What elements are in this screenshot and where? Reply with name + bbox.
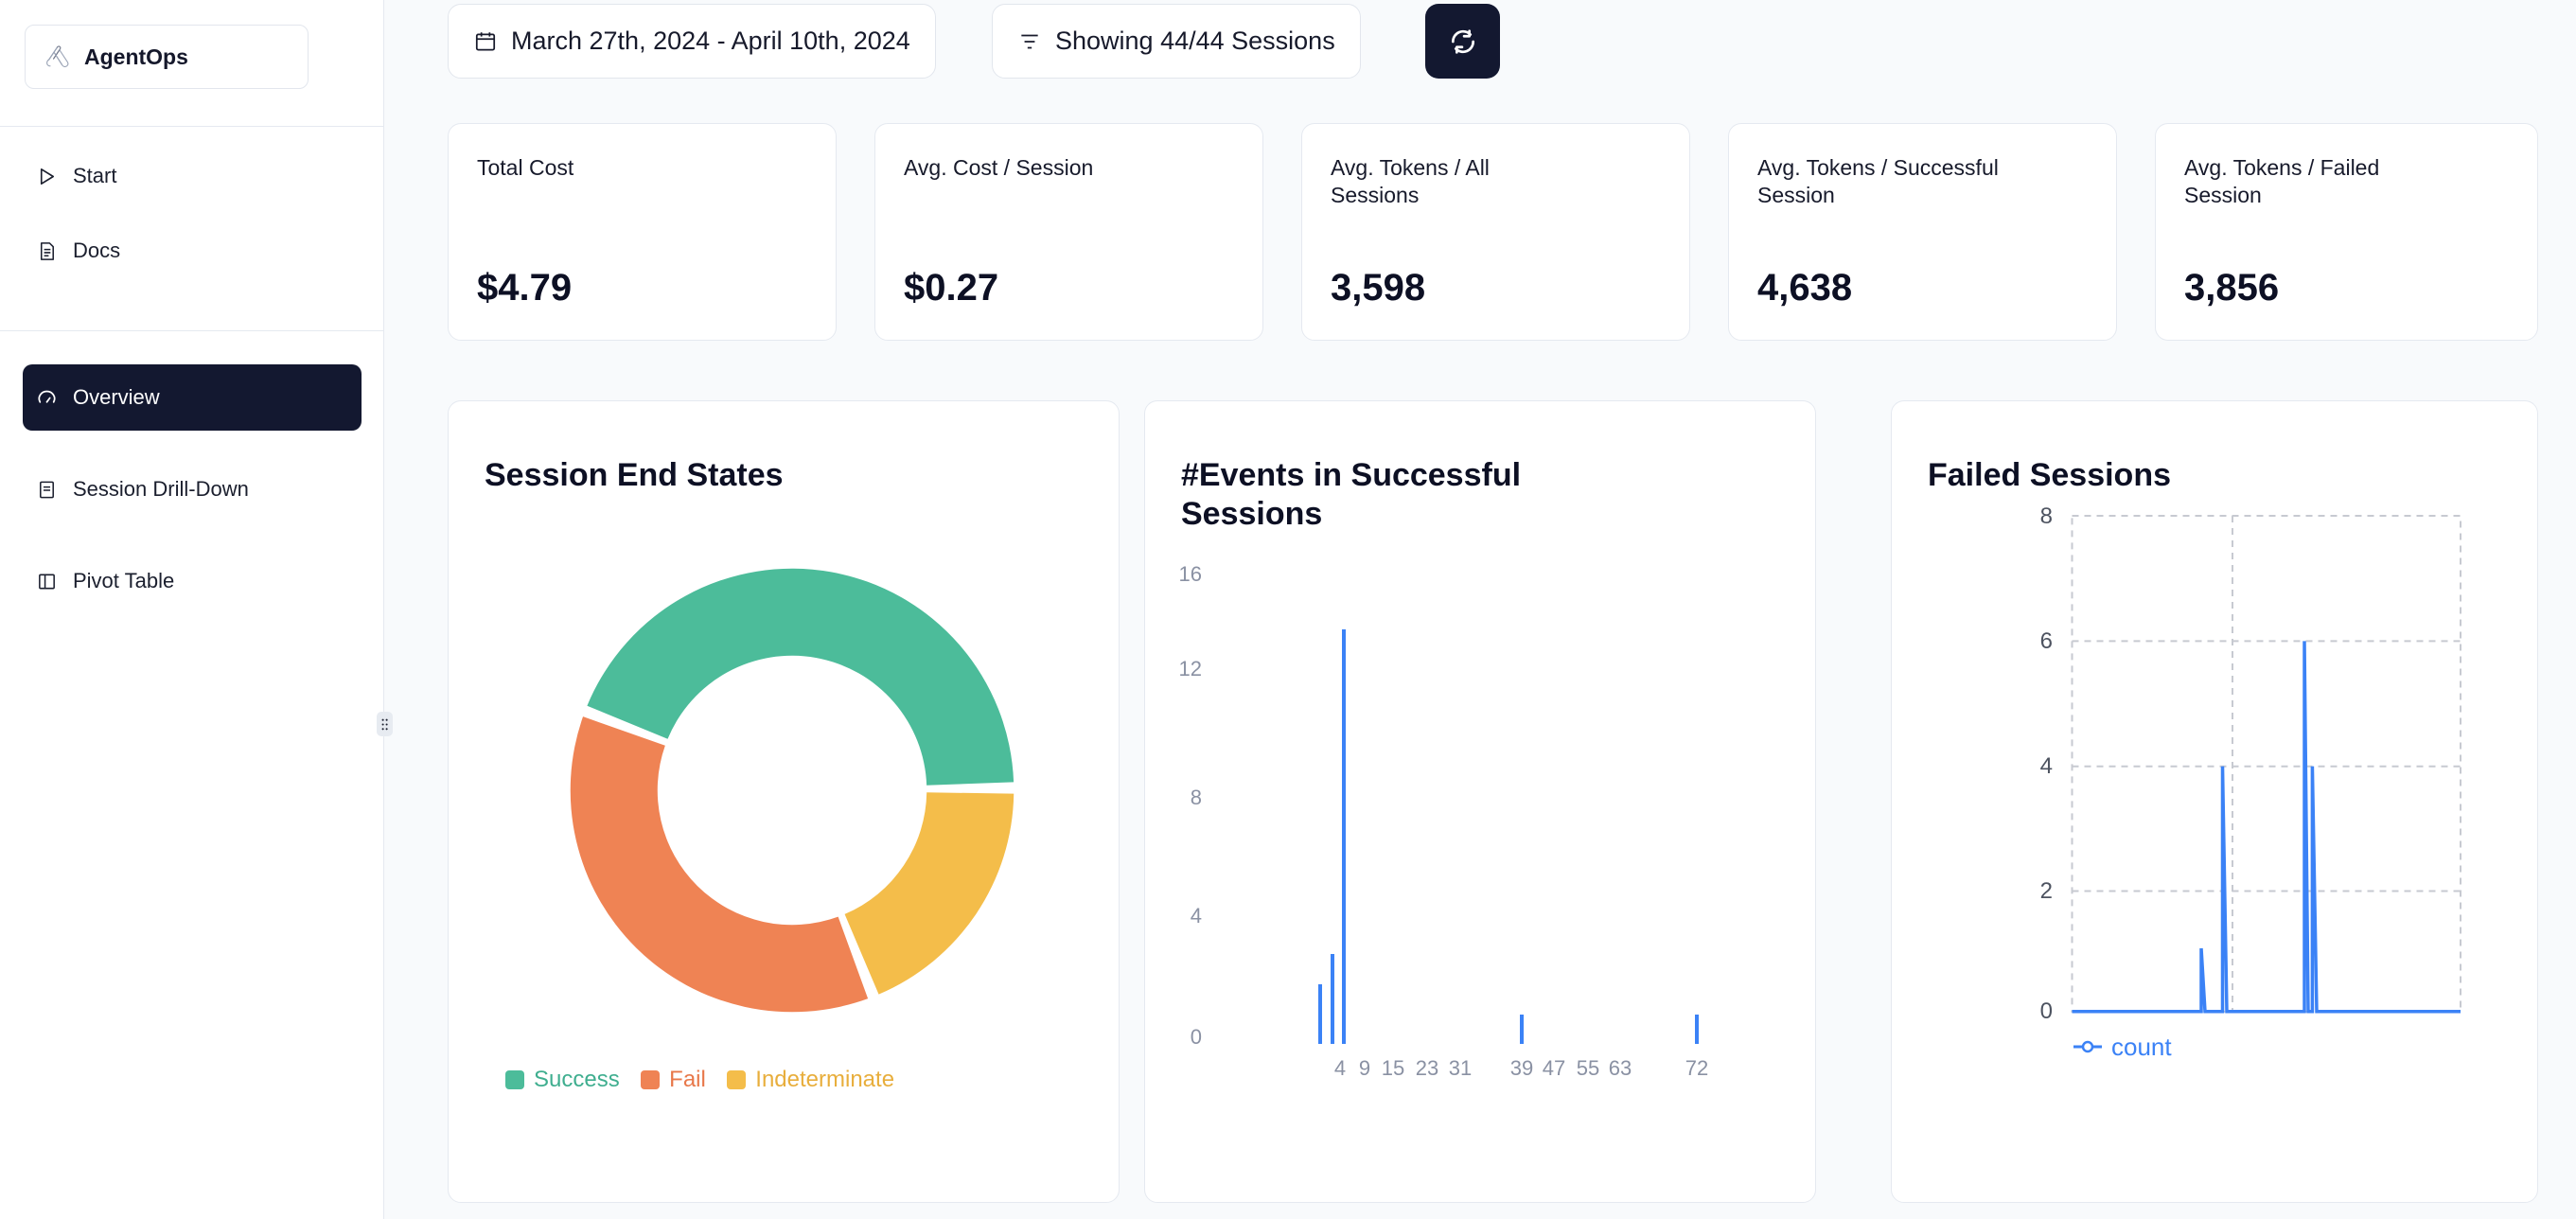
svg-text:55: 55 bbox=[1577, 1056, 1599, 1080]
svg-text:16: 16 bbox=[1179, 562, 1202, 586]
svg-text:8: 8 bbox=[1191, 786, 1202, 809]
svg-text:6: 6 bbox=[2040, 628, 2053, 654]
svg-text:39: 39 bbox=[1510, 1056, 1533, 1080]
svg-text:0: 0 bbox=[1191, 1025, 1202, 1049]
svg-text:count: count bbox=[2111, 1033, 2172, 1061]
svg-text:4: 4 bbox=[1191, 904, 1202, 928]
svg-text:9: 9 bbox=[1359, 1056, 1370, 1080]
svg-text:4: 4 bbox=[1334, 1056, 1346, 1080]
svg-text:12: 12 bbox=[1179, 657, 1202, 680]
svg-text:47: 47 bbox=[1543, 1056, 1565, 1080]
svg-text:31: 31 bbox=[1449, 1056, 1472, 1080]
svg-text:2: 2 bbox=[2040, 878, 2053, 904]
svg-text:0: 0 bbox=[2040, 998, 2053, 1024]
svg-text:8: 8 bbox=[2040, 504, 2053, 529]
svg-text:72: 72 bbox=[1685, 1056, 1708, 1080]
svg-text:15: 15 bbox=[1382, 1056, 1404, 1080]
svg-text:23: 23 bbox=[1416, 1056, 1438, 1080]
svg-text:4: 4 bbox=[2040, 753, 2053, 779]
svg-text:63: 63 bbox=[1609, 1056, 1632, 1080]
